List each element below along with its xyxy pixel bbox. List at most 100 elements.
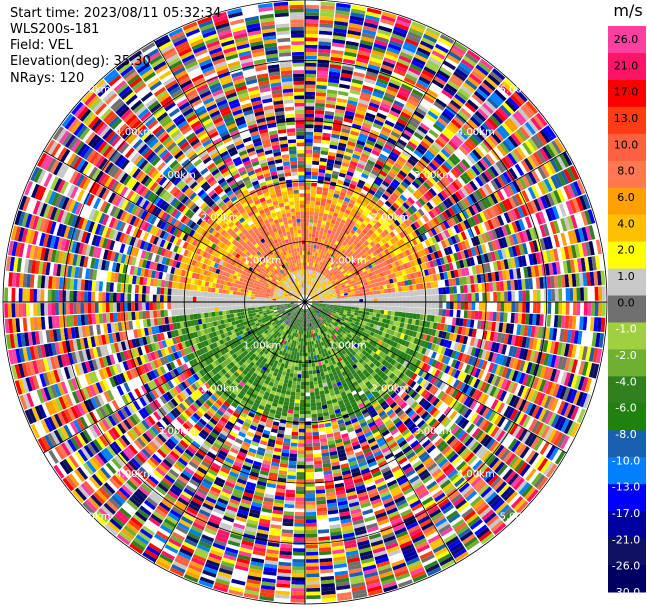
radar-gate [330,219,336,225]
radar-gate [309,222,313,227]
radar-gate [361,32,376,40]
radar-gate [294,519,305,524]
radar-gate [463,310,468,319]
radar-gate [324,268,329,273]
radar-gate [294,370,298,375]
radar-gate [349,134,359,140]
radar-gate [300,388,305,393]
radar-gate [366,295,371,299]
radar-gate [415,189,424,198]
radar-gate [414,178,423,187]
radar-gate [326,303,331,305]
radar-gate [311,237,315,242]
radar-gate [311,255,315,260]
radar-gate [383,289,388,294]
radar-gate [315,95,326,101]
radar-gate [375,211,383,219]
radar-gate [392,103,403,112]
radar-gate [445,83,458,94]
radar-gate [315,395,321,400]
radar-gate [356,163,365,170]
radar-gate [305,51,317,56]
radar-gate [455,113,467,124]
radar-gate [426,88,439,98]
radar-gate [330,204,336,209]
radar-gate [405,144,416,152]
radar-gate [317,183,324,188]
radar-gate [300,396,305,400]
radar-gate [305,8,320,13]
radar-gate [299,356,303,360]
radar-gate [435,43,449,54]
radar-gate [344,293,348,296]
radar-gate [314,263,318,268]
radar-gate [353,245,359,251]
radar-gate [318,34,332,39]
radar-gate [328,237,333,243]
radar-gate [328,71,341,77]
radar-gate [357,234,363,240]
radar-gate [344,221,350,227]
radar-gate [320,274,325,279]
radar-gate [321,246,326,252]
radar-gate [307,292,310,296]
radar-gate [376,290,381,295]
radar-gate [305,229,309,234]
radar-gate [297,461,305,466]
radar-gate [305,124,314,129]
radar-gate [464,102,477,113]
radar-gate [289,402,295,407]
radar-gate [381,64,394,72]
radar-gate [376,227,383,234]
radar-gate [473,90,486,102]
radar-gate [479,105,492,117]
radar-gate [349,19,364,26]
radar-gate [319,246,323,251]
radar-gate [594,286,599,301]
radar-gate [377,136,387,144]
radar-gate [338,138,348,145]
radar-gate [292,421,299,425]
radar-gate [376,112,387,120]
radar-gate [329,64,342,70]
radar-gate [426,59,440,70]
radar-gate [437,69,451,80]
radar-gate [390,181,398,189]
radar-gate [312,160,320,165]
radar-gate [295,362,299,367]
radar-gate [295,497,305,502]
radar-gate [305,490,316,495]
radar-gate [363,146,373,153]
radar-gate [346,235,352,241]
radar-gate [316,223,322,228]
radar-gate [312,150,321,155]
radar-gate [316,190,323,195]
radar-gate [343,251,349,256]
radar-gate [449,294,454,302]
radar-gate [449,302,454,310]
radar-gate [368,312,373,316]
radar-gate [333,31,347,37]
radar-gate [319,161,327,166]
radar-gate [411,180,420,189]
radar-gate [420,72,433,82]
radar-gate [333,243,338,249]
radar-gate [355,296,360,300]
radar-gate [295,501,305,505]
radar-gate [313,222,318,227]
radar-gate [317,276,321,281]
radar-gate [340,76,352,82]
radar-gate [372,195,380,202]
radar-gate [368,201,375,208]
radar-gate [403,41,418,50]
radar-gate [409,290,414,297]
radar-gate [580,287,585,301]
radar-gate [372,166,381,173]
radar-gate [313,278,317,283]
radar-gate [393,162,403,170]
radar-gate [322,132,331,138]
radar-gate [380,215,387,223]
radar-gate [408,95,421,104]
radar-gate [328,188,335,194]
radar-gate [430,144,441,154]
